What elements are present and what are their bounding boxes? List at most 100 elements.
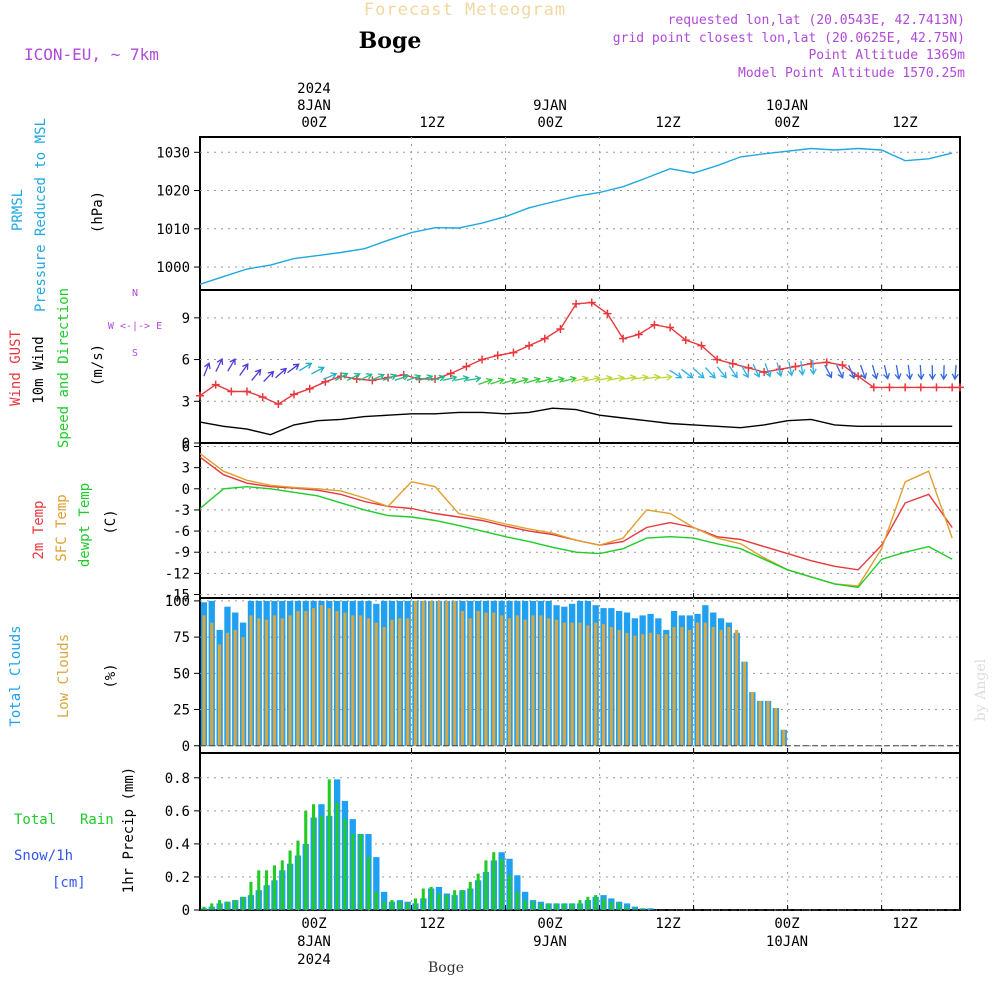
wind-arrow bbox=[752, 363, 761, 379]
wind-arrow bbox=[514, 377, 529, 384]
gust-marker bbox=[838, 361, 847, 370]
wind-arrow bbox=[490, 377, 505, 385]
wind-arrow bbox=[502, 377, 517, 385]
wind-arrow bbox=[836, 364, 844, 379]
rain-bar bbox=[594, 895, 598, 910]
gust-marker bbox=[713, 355, 722, 364]
gust-marker bbox=[305, 384, 314, 393]
wind-arrow bbox=[573, 375, 589, 383]
clouds-ytick-label: 50 bbox=[173, 666, 190, 682]
gust-marker bbox=[956, 383, 964, 392]
low-cloud-bar bbox=[304, 611, 308, 746]
low-cloud-bar bbox=[601, 624, 605, 746]
dewpt-label: dewpt Temp bbox=[77, 483, 93, 567]
low-cloud-bar bbox=[484, 612, 488, 746]
low-cloud-bar bbox=[453, 600, 457, 746]
wind-arrow bbox=[239, 362, 249, 376]
low-cloud-bar bbox=[547, 618, 551, 746]
low-cloud-bar bbox=[696, 622, 700, 746]
wind-arrow bbox=[442, 374, 458, 382]
wind-arrow bbox=[311, 366, 325, 375]
gust-marker bbox=[619, 334, 628, 343]
gust-marker bbox=[603, 309, 612, 318]
location-title: Boge bbox=[359, 28, 422, 54]
rain-bar bbox=[296, 840, 300, 910]
rain-bar bbox=[578, 900, 582, 910]
bottom-date-9jan: 9JAN bbox=[533, 934, 567, 950]
gust-marker bbox=[321, 377, 330, 386]
low-cloud-bar bbox=[688, 629, 692, 746]
low-cloud-bar bbox=[648, 632, 652, 746]
low-cloud-bar bbox=[672, 627, 676, 746]
wind-ytick-label: 9 bbox=[182, 311, 190, 327]
total-precip-bar bbox=[647, 908, 654, 910]
low-cloud-bar bbox=[413, 600, 417, 746]
wind-arrow bbox=[692, 368, 705, 379]
gust-marker bbox=[196, 391, 204, 400]
low-cloud-bar bbox=[476, 611, 480, 746]
rain-bar bbox=[445, 895, 449, 910]
wind-arrow bbox=[561, 375, 577, 383]
sfc-temp-line bbox=[199, 453, 953, 587]
watermark: by Angel bbox=[973, 658, 989, 721]
rain-bar bbox=[453, 890, 457, 910]
compass-we: W <-|-> E bbox=[108, 321, 162, 332]
gust-marker bbox=[509, 348, 518, 357]
pressure-ytick-label: 1010 bbox=[156, 222, 190, 238]
wind-arrow bbox=[917, 365, 925, 381]
clouds-ytick-label: 75 bbox=[173, 630, 190, 646]
bottom-tick-3: 12Z bbox=[655, 916, 680, 932]
low-cloud-bar bbox=[750, 692, 754, 746]
top-date-labels: 2024 8JAN 9JAN 10JAN 00Z 12Z 00Z 12Z 00Z… bbox=[297, 81, 918, 131]
rain-bar bbox=[390, 900, 394, 910]
wind-arrow bbox=[550, 376, 565, 384]
wind-arrow bbox=[215, 357, 224, 372]
low-cloud-bar bbox=[774, 708, 778, 746]
low-cloud-bar bbox=[421, 600, 425, 746]
top-tick-3: 12Z bbox=[655, 115, 680, 131]
low-cloud-bar bbox=[312, 608, 316, 746]
gust-marker bbox=[854, 372, 863, 381]
rain-bar bbox=[312, 804, 316, 910]
gust-marker bbox=[556, 324, 565, 333]
low-cloud-bar bbox=[743, 661, 747, 746]
cloud-unit-label: (%) bbox=[103, 663, 119, 688]
wind-arrow bbox=[809, 359, 817, 376]
rain-bar bbox=[335, 802, 339, 910]
wind-arrow bbox=[894, 364, 902, 381]
precip-labels: Total Rain Snow/1h [cm] 1hr Precip (mm) bbox=[14, 767, 137, 893]
pressure-ytick-label: 1000 bbox=[156, 260, 190, 276]
wind-arrow bbox=[227, 358, 236, 372]
rain-bar bbox=[586, 896, 590, 910]
low-cloud-bar bbox=[233, 629, 237, 746]
temp2m-label: 2m Temp bbox=[31, 500, 47, 559]
gust-marker bbox=[760, 368, 769, 377]
wind-arrow bbox=[847, 364, 856, 380]
gust-marker bbox=[211, 380, 220, 389]
wind-arrow bbox=[716, 366, 727, 379]
rain-bar bbox=[500, 858, 504, 910]
low-cloud-bar bbox=[711, 627, 715, 746]
low-cloud-bar bbox=[374, 622, 378, 746]
chart-title: Forecast Meteogram bbox=[364, 0, 566, 20]
low-cloud-bar bbox=[523, 619, 527, 746]
low-cloud-bar bbox=[531, 615, 535, 746]
bottom-tick-2: 00Z bbox=[537, 916, 562, 932]
compass-n: N bbox=[132, 288, 138, 299]
wind-arrow bbox=[740, 364, 749, 379]
low-clouds-label: Low Clouds bbox=[56, 634, 72, 718]
rain-bar bbox=[343, 819, 347, 910]
total-precip-bar bbox=[373, 857, 380, 910]
gust-marker bbox=[634, 330, 643, 339]
clouds-ytick-label: 25 bbox=[173, 703, 190, 719]
temperature-ytick-label: 3 bbox=[182, 461, 190, 477]
rain-bar bbox=[225, 901, 229, 910]
rain-bar bbox=[288, 850, 292, 910]
wind-arrow bbox=[633, 374, 649, 382]
bottom-date-10jan: 10JAN bbox=[766, 934, 808, 950]
low-cloud-bar bbox=[719, 629, 723, 746]
wind-arrow bbox=[798, 360, 806, 376]
gust-marker bbox=[650, 320, 659, 329]
wind-arrow bbox=[466, 375, 482, 383]
rain-bar bbox=[265, 870, 269, 910]
